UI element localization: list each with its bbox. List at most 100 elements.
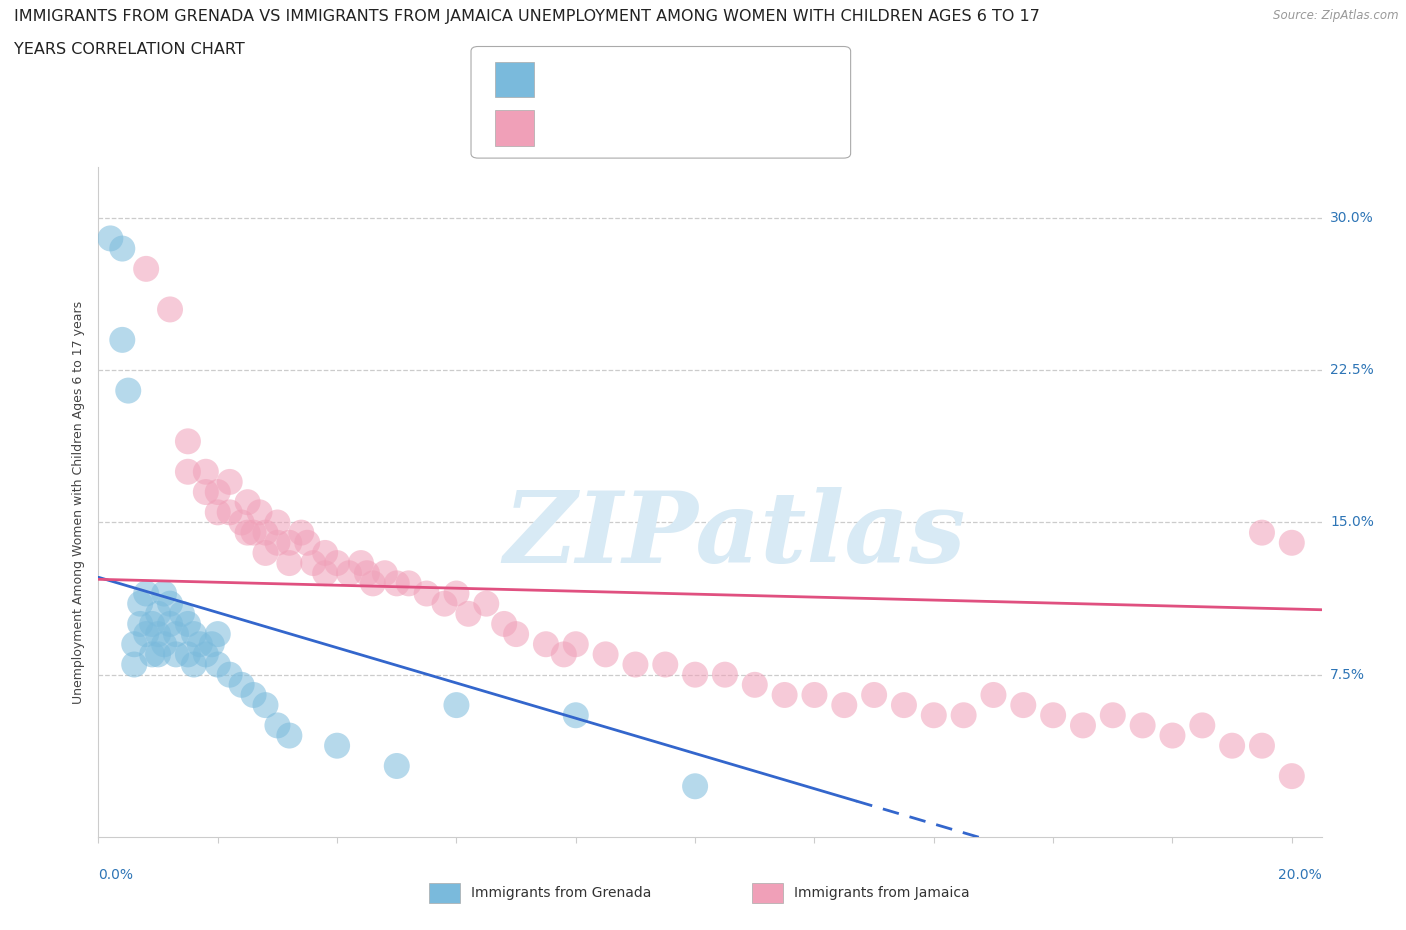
Point <box>683 667 706 682</box>
Point <box>183 658 205 672</box>
Text: YEARS CORRELATION CHART: YEARS CORRELATION CHART <box>14 42 245 57</box>
Point <box>654 658 676 672</box>
Point <box>183 627 205 642</box>
Point <box>165 647 187 662</box>
Point <box>475 596 498 611</box>
Point <box>773 687 796 702</box>
Point <box>803 687 825 702</box>
Point <box>385 759 408 774</box>
Point <box>337 565 360 580</box>
Point <box>218 667 240 682</box>
Point <box>242 687 264 702</box>
Text: 15.0%: 15.0% <box>1330 515 1374 529</box>
Point <box>683 778 706 793</box>
Point <box>290 525 312 540</box>
Point <box>177 434 200 449</box>
Point <box>231 515 253 530</box>
Text: -0.038: -0.038 <box>595 118 664 138</box>
Point <box>266 515 288 530</box>
Point <box>314 565 336 580</box>
Point <box>194 647 217 662</box>
Point <box>446 698 468 712</box>
Point <box>177 647 200 662</box>
Point <box>153 586 176 601</box>
Text: R =: R = <box>548 71 591 89</box>
Point <box>1281 769 1303 784</box>
Text: ZIPatlas: ZIPatlas <box>503 487 966 584</box>
Point <box>159 617 181 631</box>
Point <box>266 536 288 551</box>
Point <box>242 525 264 540</box>
Point <box>129 617 152 631</box>
Point <box>595 647 617 662</box>
Point <box>385 576 408 591</box>
Point <box>254 546 277 561</box>
Point <box>146 606 169 621</box>
Point <box>494 617 516 631</box>
Point <box>326 555 349 570</box>
Text: 70: 70 <box>720 118 747 138</box>
Point <box>201 637 224 652</box>
Point <box>278 555 301 570</box>
Point <box>983 687 1005 702</box>
Point <box>922 708 945 723</box>
Point <box>194 485 217 499</box>
Point <box>415 586 437 601</box>
Text: 7.5%: 7.5% <box>1330 668 1365 682</box>
Point <box>135 586 157 601</box>
Point <box>207 505 229 520</box>
Point <box>188 637 211 652</box>
Point <box>129 596 152 611</box>
Point <box>254 525 277 540</box>
Point <box>146 627 169 642</box>
Point <box>177 464 200 479</box>
Point <box>534 637 557 652</box>
Point <box>122 658 145 672</box>
Point <box>194 464 217 479</box>
Point <box>1281 536 1303 551</box>
Point <box>356 565 378 580</box>
Point <box>553 647 575 662</box>
Y-axis label: Unemployment Among Women with Children Ages 6 to 17 years: Unemployment Among Women with Children A… <box>72 300 86 704</box>
Point <box>249 505 271 520</box>
Point <box>446 586 468 601</box>
Text: 22.5%: 22.5% <box>1330 364 1374 378</box>
Point <box>117 383 139 398</box>
Point <box>207 658 229 672</box>
Text: 20.0%: 20.0% <box>1278 868 1322 882</box>
Point <box>146 647 169 662</box>
Point <box>141 647 163 662</box>
Point <box>565 637 588 652</box>
Point <box>122 637 145 652</box>
Point <box>135 627 157 642</box>
Point <box>135 261 157 276</box>
Text: Immigrants from Grenada: Immigrants from Grenada <box>471 885 651 900</box>
Point <box>98 231 121 246</box>
Point <box>624 658 647 672</box>
Point <box>374 565 396 580</box>
Point <box>565 708 588 723</box>
Point <box>159 302 181 317</box>
Text: Immigrants from Jamaica: Immigrants from Jamaica <box>794 885 970 900</box>
Point <box>398 576 420 591</box>
Point <box>218 505 240 520</box>
Point <box>170 606 193 621</box>
Point <box>1101 708 1123 723</box>
Text: IMMIGRANTS FROM GRENADA VS IMMIGRANTS FROM JAMAICA UNEMPLOYMENT AMONG WOMEN WITH: IMMIGRANTS FROM GRENADA VS IMMIGRANTS FR… <box>14 9 1040 24</box>
Point <box>165 627 187 642</box>
Point <box>302 555 325 570</box>
Point <box>278 728 301 743</box>
Point <box>863 687 886 702</box>
Point <box>153 637 176 652</box>
Point <box>1132 718 1154 733</box>
Point <box>236 525 259 540</box>
Text: 0.0%: 0.0% <box>98 868 134 882</box>
Point <box>714 667 737 682</box>
Point <box>350 555 373 570</box>
Point <box>1012 698 1035 712</box>
Point <box>207 627 229 642</box>
Point <box>1191 718 1213 733</box>
Point <box>159 596 181 611</box>
Point <box>111 332 134 347</box>
Point <box>297 536 319 551</box>
